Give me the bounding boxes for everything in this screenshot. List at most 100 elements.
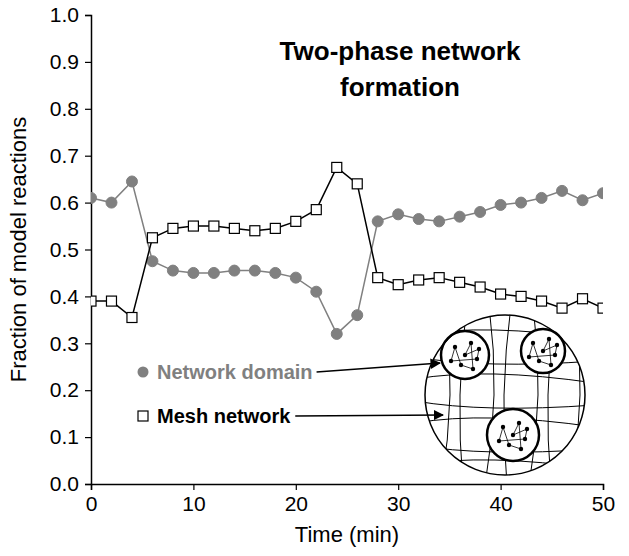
point xyxy=(270,223,280,233)
legend-marker xyxy=(138,367,149,378)
plot-area: 010203040500.00.10.20.30.40.50.60.70.80.… xyxy=(50,3,615,515)
tick: 20 xyxy=(285,484,308,515)
tick: 50 xyxy=(592,484,615,515)
domain-node xyxy=(477,347,481,351)
tick: 10 xyxy=(182,484,205,515)
y-axis: 0.00.10.20.30.40.50.60.70.80.91.0 xyxy=(50,3,92,495)
point xyxy=(168,223,178,233)
tick: 0.5 xyxy=(50,238,91,261)
point xyxy=(147,256,158,267)
point xyxy=(290,272,301,283)
domain-node xyxy=(497,439,501,443)
tick-mark xyxy=(85,249,91,250)
point xyxy=(578,294,588,304)
tick: 0.8 xyxy=(50,97,91,120)
tick-label: 30 xyxy=(387,492,410,515)
point xyxy=(167,265,178,276)
domain-node xyxy=(531,341,535,345)
point xyxy=(393,209,404,220)
tick-label: 1.0 xyxy=(50,3,79,26)
tick-label: 20 xyxy=(285,492,308,515)
tick-label: 0.0 xyxy=(50,472,79,495)
tick-label: 10 xyxy=(182,492,205,515)
tick-mark xyxy=(85,109,91,110)
domain-node xyxy=(463,353,467,357)
mesh xyxy=(415,305,595,485)
domain-node xyxy=(453,345,457,349)
chart: 010203040500.00.10.20.30.40.50.60.70.80.… xyxy=(0,0,629,556)
domain-node xyxy=(541,349,545,353)
domain-node xyxy=(525,427,529,431)
tick-label: 0.2 xyxy=(50,378,79,401)
tick-mark xyxy=(85,15,91,16)
point xyxy=(393,280,403,290)
tick-mark xyxy=(85,62,91,63)
x-axis-title: Time (min) xyxy=(295,522,399,547)
tick-mark xyxy=(85,296,91,297)
point xyxy=(475,206,486,217)
tick-label: 50 xyxy=(592,492,615,515)
tick-mark xyxy=(501,484,502,490)
tick-label: 40 xyxy=(489,492,512,515)
tick: 0.3 xyxy=(50,332,91,355)
legend: Network domain Mesh network xyxy=(138,361,444,427)
domain-node xyxy=(555,343,559,347)
point xyxy=(495,199,506,210)
domain-circle xyxy=(487,409,539,461)
domain-node xyxy=(511,433,515,437)
legend-label: Mesh network xyxy=(157,405,291,427)
point xyxy=(331,328,342,339)
point xyxy=(91,192,97,203)
point xyxy=(188,267,199,278)
domain-node xyxy=(527,355,531,359)
tick: 0.6 xyxy=(50,191,91,214)
tick-mark xyxy=(85,484,91,485)
inset-diagram xyxy=(415,305,595,485)
tick: 0.2 xyxy=(50,378,91,401)
axis-line xyxy=(85,16,92,485)
mesh-line xyxy=(485,305,494,485)
y-axis-title: Fraction of model reactions xyxy=(6,117,31,382)
tick: 1.0 xyxy=(50,3,91,26)
point xyxy=(454,211,465,222)
title: Two-phase networkformation xyxy=(280,36,521,102)
mesh-line xyxy=(571,305,580,485)
tick: 0 xyxy=(86,484,98,515)
tick-label: 0.8 xyxy=(50,97,79,120)
tick-mark xyxy=(85,343,91,344)
point xyxy=(106,296,116,306)
point xyxy=(127,313,137,323)
domain-node xyxy=(449,359,453,363)
point xyxy=(373,273,383,283)
x-axis: 0 10 20 30 40 50 xyxy=(86,484,616,515)
inset-border xyxy=(425,315,585,475)
domain-link xyxy=(549,339,551,365)
tick-label: 0.6 xyxy=(50,191,79,214)
legend-label: Network domain xyxy=(157,361,313,383)
tick: 0.7 xyxy=(50,144,91,167)
domain-link xyxy=(451,359,477,361)
legend-marker xyxy=(138,411,148,421)
point xyxy=(147,233,157,243)
legend-arrow xyxy=(317,363,440,372)
domain-link xyxy=(499,439,525,441)
domain-link xyxy=(533,343,539,361)
axis-line xyxy=(92,485,604,491)
domain-node xyxy=(507,443,511,447)
point xyxy=(557,303,567,313)
domain-node xyxy=(471,367,475,371)
point xyxy=(91,296,96,306)
point xyxy=(188,221,198,231)
point xyxy=(598,188,604,199)
series-line xyxy=(91,167,603,317)
series-group xyxy=(91,162,603,339)
point xyxy=(311,205,321,215)
point xyxy=(249,265,260,276)
domain-link xyxy=(455,347,461,365)
point xyxy=(332,162,342,172)
point xyxy=(577,195,588,206)
tick-label: 0.5 xyxy=(50,238,79,261)
legend-arrow xyxy=(295,415,443,416)
tick-mark xyxy=(603,484,604,490)
mesh-line xyxy=(441,305,450,485)
